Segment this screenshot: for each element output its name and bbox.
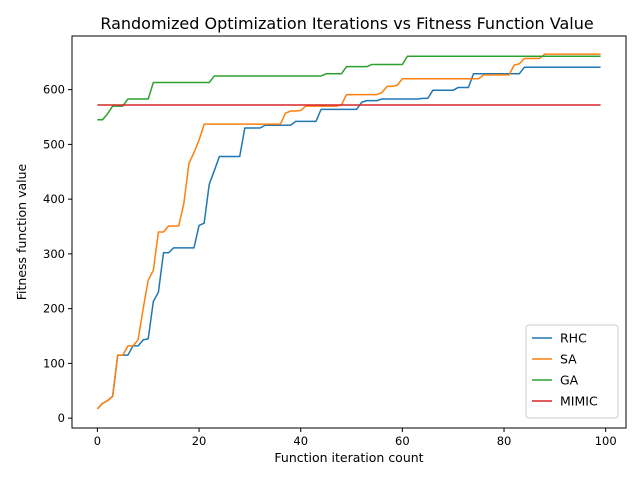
legend-box [525, 324, 619, 419]
x-tick-label: 100 [595, 434, 617, 448]
y-tick-label: 400 [43, 192, 65, 206]
x-axis-label: Function iteration count [274, 450, 423, 465]
chart-title: Randomized Optimization Iterations vs Fi… [100, 14, 593, 33]
series-line-ga [97, 55, 601, 121]
series-line-rhc [96, 66, 601, 410]
x-tick-label: 0 [94, 434, 101, 448]
x-tick-label: 80 [497, 434, 512, 448]
y-tick-label: 600 [43, 83, 65, 97]
legend-label-mimic: MIMIC [560, 394, 598, 409]
plot-frame [71, 35, 627, 429]
y-axis-label: Fitness function value [14, 163, 29, 300]
y-tick-label: 200 [43, 302, 65, 316]
y-tick-label: 100 [43, 356, 65, 370]
x-tick-label: 60 [395, 434, 410, 448]
y-axis: 0 100 200 300 400 500 600 [43, 83, 72, 425]
legend-label-rhc: RHC [560, 331, 587, 346]
x-tick-label: 40 [293, 434, 308, 448]
legend: RHC SA GA MIMIC [525, 324, 619, 419]
y-tick-label: 0 [58, 411, 65, 425]
y-tick-label: 500 [43, 137, 65, 151]
plot-series [96, 53, 601, 410]
x-axis: 0 20 40 60 80 100 [94, 428, 617, 448]
legend-label-sa: SA [560, 352, 577, 367]
legend-label-ga: GA [560, 373, 579, 388]
series-line-sa [96, 53, 601, 410]
x-tick-label: 20 [192, 434, 207, 448]
y-tick-label: 300 [43, 247, 65, 261]
